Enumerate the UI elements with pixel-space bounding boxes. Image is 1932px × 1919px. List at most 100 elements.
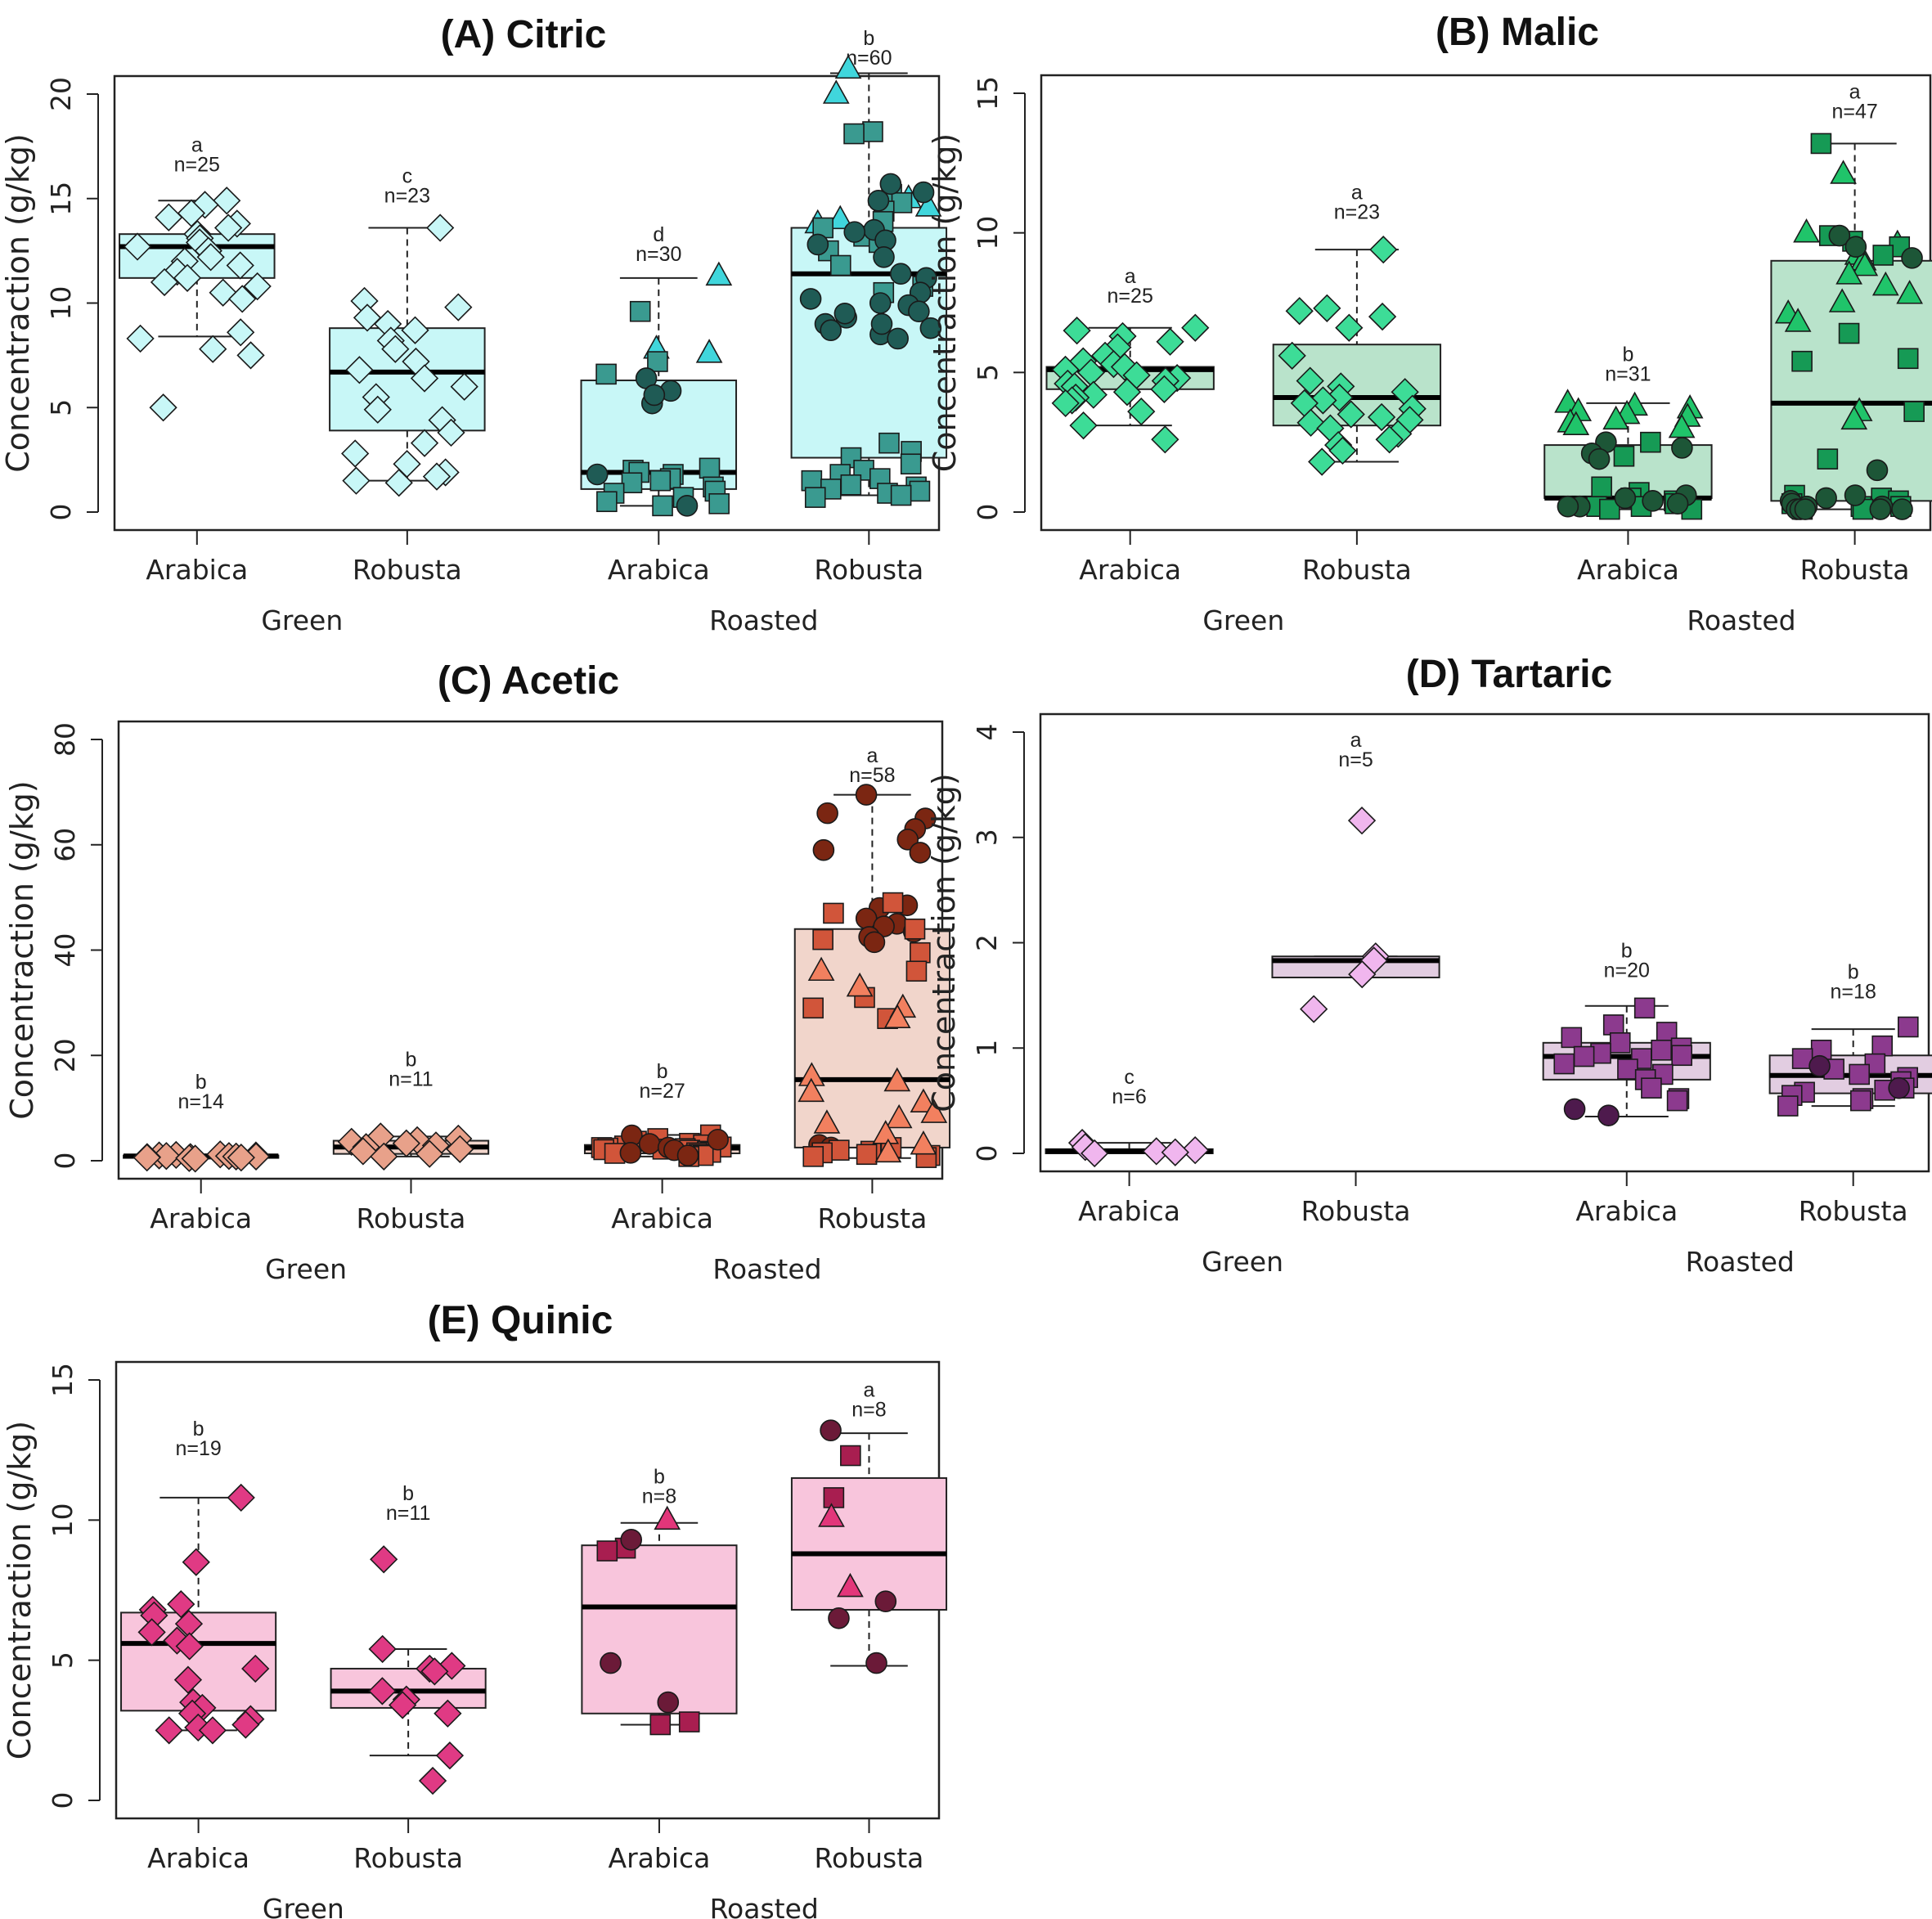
data-point-diamond [384,469,413,497]
data-point-square [1791,350,1813,372]
group-label: Roasted [709,604,818,636]
panel-5: (E) Quinic 0 5 10 15 Concentraction (g/kg) Ara… [2,1299,948,1919]
x-tick-label: Arabica [1575,1195,1678,1227]
data-point-diamond [198,1716,227,1745]
data-point-triangle [654,1505,681,1530]
panel-title: (A) Citric [441,13,607,56]
data-point-diamond [363,395,392,424]
data-point-square [802,997,824,1019]
data-point-diamond [196,243,225,272]
data-point-circle [820,1419,842,1441]
plot-frame [1039,712,1930,1173]
data-point-square [1553,1053,1575,1075]
panel-4: (D) Tartaric 0 1 2 3 4 Concentraction (g/kg) Ar… [926,653,1932,1278]
data-point-square [890,484,912,506]
y-axis-label: Concentraction (g/kg) [927,133,963,473]
y-tick-label: 10 [47,1503,79,1537]
group-label: Roasted [712,1253,821,1285]
data-point-diamond [422,462,452,491]
data-point-circle [1666,492,1689,515]
sample-size-label: n=8 [642,1485,676,1508]
panel-2: (B) Malic 0 5 10 15 Concentraction (g/kg) Arab… [927,11,1932,636]
x-tick-label: Robusta [1800,554,1910,586]
significance-letter: b [863,27,874,50]
data-point-circle [1614,487,1637,510]
data-point-square [1591,476,1612,498]
y-tick-label: 4 [971,724,1003,741]
data-point-diamond [1367,402,1396,432]
group-label: Green [1202,1246,1283,1278]
iqr-box [790,1476,948,1611]
data-point-triangle [826,204,854,230]
data-point-triangle [822,79,850,104]
data-point-diamond [214,213,243,242]
group-label: Green [265,1253,347,1285]
data-point-circle [799,288,822,310]
data-point-circle [1794,498,1817,520]
data-point-circle [707,1128,729,1151]
data-point-square [678,1711,700,1732]
group-label: Green [1202,604,1284,636]
data-point-diamond [228,285,257,313]
data-point-diamond [1150,375,1179,403]
sample-size-label: n=31 [1605,362,1651,385]
panel-title: (B) Malic [1436,11,1599,54]
data-point-diamond [1285,297,1314,326]
data-point-circle [1588,447,1611,470]
data-point-square [910,942,931,964]
significance-letter: b [1622,343,1633,366]
data-point-diamond [1278,341,1306,370]
data-point-diamond [410,364,439,393]
data-point-square [823,1487,845,1508]
iqr-box [790,227,948,459]
data-point-diamond [231,1710,260,1739]
data-point-circle [1844,484,1867,506]
x-tick-label: Robusta [353,554,462,586]
data-point-diamond [1337,400,1365,429]
panel-title: (D) Tartaric [1406,653,1613,696]
data-point-diamond [181,1144,209,1173]
data-point-circle [843,221,866,243]
data-point-diamond [1181,313,1210,342]
data-point-triangle [846,972,874,997]
data-point-diamond [420,1657,449,1686]
data-point-circle [1597,1104,1620,1126]
data-point-triangle [705,261,733,286]
panel-1: (A) Citric 0 5 10 15 20 Concentraction (g/kg) A… [0,13,948,636]
data-point-diamond [149,393,177,422]
data-point-square [1849,1063,1870,1085]
data-point-diamond [155,1716,183,1745]
data-point-circle [1866,459,1889,482]
significance-letter: d [653,223,664,246]
data-point-circle [873,915,895,937]
x-tick-label: Robusta [353,1842,463,1874]
data-point-circle [676,495,699,517]
data-point-diamond [1368,302,1397,331]
y-tick-label: 2 [971,934,1003,951]
data-point-diamond [137,1618,166,1647]
data-point-diamond [175,1632,204,1661]
y-tick-label: 0 [45,504,77,521]
data-point-triangle [695,339,723,363]
significance-letter: c [402,165,413,188]
box-4: an=8 [790,1378,948,1667]
data-point-diamond [426,213,455,242]
y-tick-label: 15 [972,76,1004,110]
data-point-square [1850,1090,1871,1112]
data-point-diamond [236,341,265,370]
data-point-diamond [370,1545,398,1574]
x-tick-label: Arabica [1078,1195,1180,1227]
data-point-diamond [435,1741,465,1770]
data-point-circle [816,802,838,825]
y-tick-label: 10 [972,216,1004,250]
data-point-circle [676,1144,699,1166]
y-tick-label: 5 [47,1652,79,1669]
data-point-square [1898,1016,1919,1038]
x-tick-label: Robusta [1799,1195,1908,1227]
data-point-diamond [1309,386,1337,415]
data-point-diamond [227,1144,255,1172]
box-3: bn=8 [581,1465,738,1726]
data-point-diamond [1151,425,1179,454]
data-point-diamond [368,1634,397,1664]
